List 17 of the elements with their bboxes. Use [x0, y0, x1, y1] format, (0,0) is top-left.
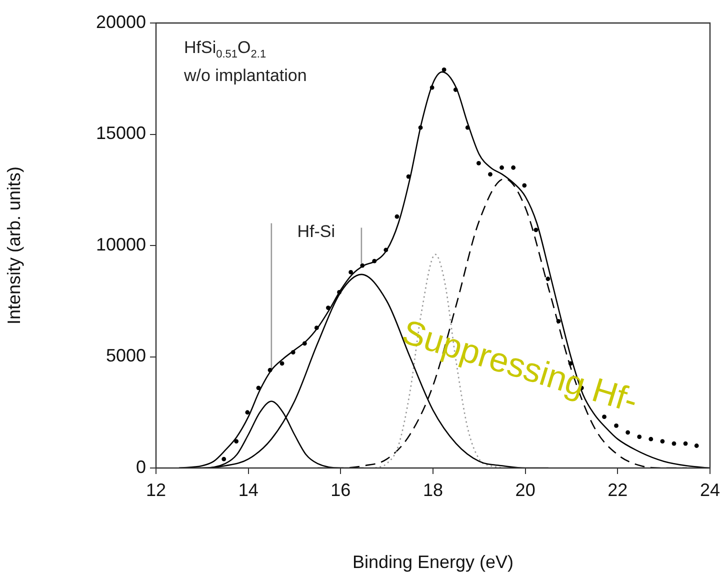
x-tick-label: 20: [515, 480, 536, 500]
x-tick-label: 22: [608, 480, 628, 500]
x-tick-label: 12: [146, 480, 166, 500]
x-tick-label: 18: [422, 480, 444, 500]
y-tick-label: 5000: [106, 346, 146, 366]
y-tick-label: 10000: [96, 234, 146, 254]
annotation: w/o implantation: [184, 65, 307, 86]
x-tick-label: 16: [330, 480, 351, 500]
y-axis-title: Intensity (arb. units): [4, 166, 24, 325]
annotation: Hf-Si: [297, 222, 336, 241]
y-tick-label: 0: [136, 456, 146, 477]
y-tick-label: 20000: [96, 12, 146, 32]
y-tick-label: 15000: [96, 123, 146, 144]
x-tick-label: 24: [700, 480, 720, 500]
annotation: HfSi$_{0.51}$O$_{2.1}$: [184, 37, 268, 62]
x-axis-title: Binding Energy (eV): [352, 552, 514, 572]
x-tick-label: 14: [238, 480, 258, 500]
